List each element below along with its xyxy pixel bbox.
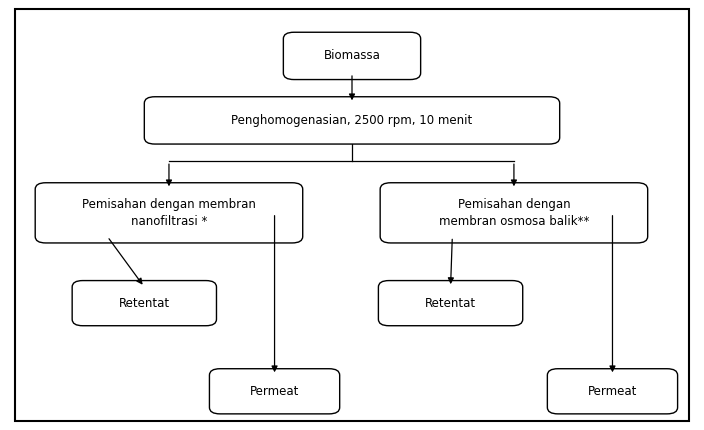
Text: Pemisahan dengan
membran osmosa balik**: Pemisahan dengan membran osmosa balik**	[439, 198, 589, 228]
Text: Retentat: Retentat	[119, 297, 170, 310]
FancyBboxPatch shape	[35, 183, 303, 243]
Text: Retentat: Retentat	[425, 297, 476, 310]
Text: Penghomogenasian, 2500 rpm, 10 menit: Penghomogenasian, 2500 rpm, 10 menit	[232, 114, 472, 127]
FancyBboxPatch shape	[379, 281, 522, 326]
FancyBboxPatch shape	[72, 281, 217, 326]
Text: Pemisahan dengan membran
nanofiltrasi *: Pemisahan dengan membran nanofiltrasi *	[82, 198, 256, 228]
Text: Biomassa: Biomassa	[324, 49, 380, 62]
FancyBboxPatch shape	[380, 183, 648, 243]
FancyBboxPatch shape	[144, 97, 560, 144]
Text: Permeat: Permeat	[588, 385, 637, 398]
FancyBboxPatch shape	[15, 9, 689, 421]
FancyBboxPatch shape	[283, 32, 420, 80]
Text: Permeat: Permeat	[250, 385, 299, 398]
FancyBboxPatch shape	[548, 369, 677, 414]
FancyBboxPatch shape	[210, 369, 340, 414]
